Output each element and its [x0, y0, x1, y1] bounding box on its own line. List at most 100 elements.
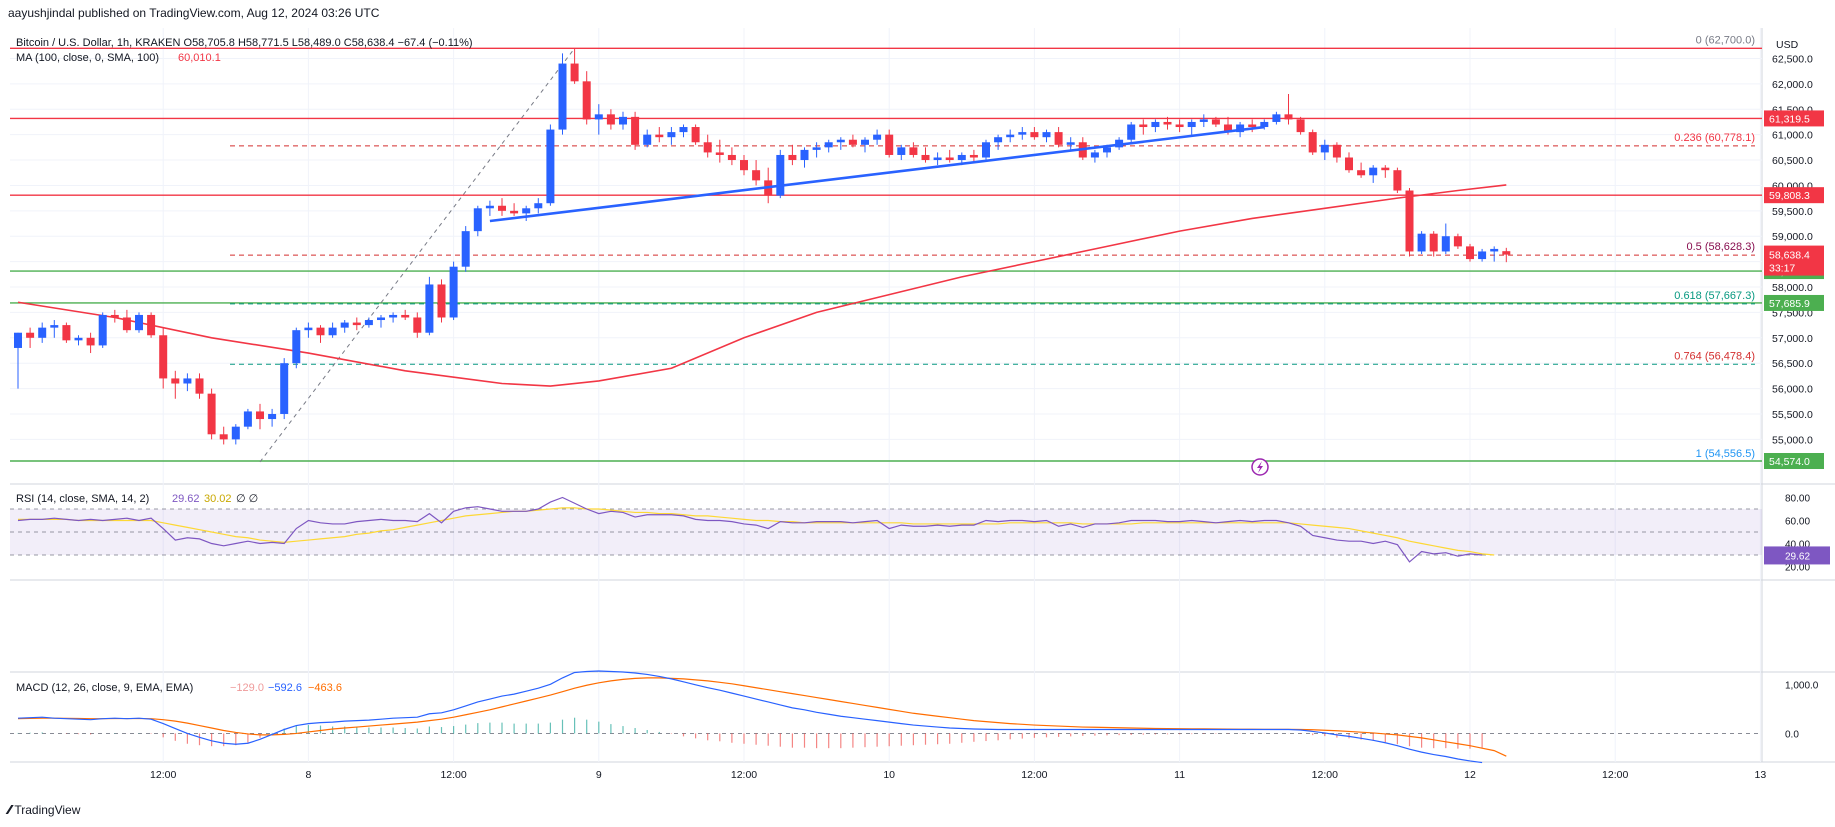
candle-body[interactable]	[377, 317, 385, 321]
candle-body[interactable]	[268, 413, 277, 420]
candle-body[interactable]	[1066, 142, 1075, 145]
candle-body[interactable]	[873, 134, 882, 140]
candle-body[interactable]	[752, 170, 761, 181]
candle-body[interactable]	[437, 284, 446, 318]
candle-body[interactable]	[135, 314, 143, 331]
candle-body[interactable]	[14, 332, 22, 348]
candle-body[interactable]	[848, 139, 857, 145]
candle-body[interactable]	[510, 210, 519, 214]
candle-body[interactable]	[546, 129, 555, 204]
candle-body[interactable]	[38, 327, 47, 338]
candle-body[interactable]	[594, 114, 603, 120]
candle-body[interactable]	[449, 266, 458, 318]
candle-body[interactable]	[1478, 251, 1487, 260]
candle-body[interactable]	[885, 134, 894, 155]
candle-body[interactable]	[1054, 132, 1063, 145]
candle-body[interactable]	[316, 327, 325, 336]
candle-body[interactable]	[74, 337, 83, 341]
candle-body[interactable]	[969, 154, 978, 158]
candle-body[interactable]	[836, 139, 845, 143]
candle-body[interactable]	[195, 378, 204, 394]
candle-body[interactable]	[304, 327, 313, 331]
candle-body[interactable]	[1127, 124, 1136, 140]
candle-body[interactable]	[364, 320, 373, 326]
candle-body[interactable]	[159, 335, 168, 379]
candle-body[interactable]	[1006, 134, 1015, 138]
candle-body[interactable]	[1345, 157, 1353, 171]
candle-body[interactable]	[897, 147, 906, 155]
candle-body[interactable]	[1139, 124, 1148, 128]
candle-body[interactable]	[1030, 132, 1039, 138]
candle-body[interactable]	[401, 314, 410, 318]
candle-body[interactable]	[1175, 124, 1184, 128]
candle-body[interactable]	[727, 154, 736, 161]
candle-body[interactable]	[1042, 132, 1051, 138]
candle-body[interactable]	[1308, 132, 1317, 153]
candle-body[interactable]	[1357, 170, 1366, 176]
candle-body[interactable]	[1490, 248, 1499, 252]
candle-body[interactable]	[256, 411, 264, 420]
candle-body[interactable]	[498, 205, 506, 211]
candle-body[interactable]	[1224, 124, 1232, 133]
candle-body[interactable]	[1187, 121, 1196, 128]
candle-body[interactable]	[340, 322, 349, 328]
candle-body[interactable]	[1260, 121, 1269, 128]
candle-body[interactable]	[147, 314, 156, 336]
candle-body[interactable]	[631, 116, 640, 145]
candle-body[interactable]	[292, 330, 301, 364]
candle-body[interactable]	[957, 154, 966, 161]
candle-body[interactable]	[231, 426, 240, 440]
candle-body[interactable]	[558, 63, 567, 130]
candle-body[interactable]	[606, 114, 615, 125]
candle-body[interactable]	[994, 137, 1003, 143]
candle-body[interactable]	[1417, 233, 1426, 252]
candle-body[interactable]	[655, 134, 664, 138]
candle-body[interactable]	[1332, 144, 1341, 158]
candle-body[interactable]	[1103, 147, 1111, 153]
candle-body[interactable]	[824, 142, 833, 148]
candle-body[interactable]	[207, 393, 216, 435]
chart[interactable]: 0 (62,700.0) 0.236 (60,778.1) 0.5 (58,628.…	[0, 0, 1835, 800]
candle-body[interactable]	[389, 314, 398, 318]
candle-body[interactable]	[619, 116, 627, 125]
candle-body[interactable]	[1320, 144, 1329, 153]
candle-body[interactable]	[1236, 124, 1245, 133]
candle-body[interactable]	[110, 314, 119, 318]
candle-body[interactable]	[643, 134, 652, 145]
candle-body[interactable]	[861, 139, 869, 145]
candle-body[interactable]	[776, 154, 785, 196]
trendline[interactable]	[489, 125, 1265, 223]
candle-body[interactable]	[570, 63, 579, 82]
candle-body[interactable]	[243, 411, 252, 427]
candle-body[interactable]	[1284, 114, 1293, 120]
candle-body[interactable]	[328, 327, 337, 336]
candle-body[interactable]	[485, 205, 494, 209]
candle-body[interactable]	[1163, 121, 1172, 125]
candle-body[interactable]	[425, 284, 434, 333]
candle-body[interactable]	[1393, 170, 1402, 191]
candle-body[interactable]	[921, 154, 930, 161]
candle-body[interactable]	[1441, 236, 1450, 252]
candle-body[interactable]	[62, 325, 71, 341]
candle-body[interactable]	[1199, 119, 1208, 122]
candle-body[interactable]	[86, 337, 95, 346]
candle-body[interactable]	[50, 325, 59, 328]
flash-icon[interactable]	[1251, 458, 1269, 476]
candle-body[interactable]	[715, 152, 724, 155]
candle-body[interactable]	[122, 317, 131, 331]
candle-body[interactable]	[909, 147, 918, 155]
candle-body[interactable]	[1369, 167, 1378, 176]
candle-body[interactable]	[667, 132, 676, 138]
candle-body[interactable]	[1453, 236, 1462, 247]
candle-body[interactable]	[1381, 167, 1390, 171]
candle-body[interactable]	[800, 149, 809, 161]
candle-body[interactable]	[461, 231, 470, 267]
candle-body[interactable]	[1211, 119, 1220, 125]
candle-body[interactable]	[1018, 132, 1027, 135]
candle-body[interactable]	[522, 208, 531, 214]
candle-body[interactable]	[933, 157, 942, 161]
candle-body[interactable]	[691, 127, 700, 143]
candle-body[interactable]	[1405, 190, 1414, 252]
candle-body[interactable]	[1272, 114, 1281, 122]
candle-body[interactable]	[582, 81, 591, 120]
